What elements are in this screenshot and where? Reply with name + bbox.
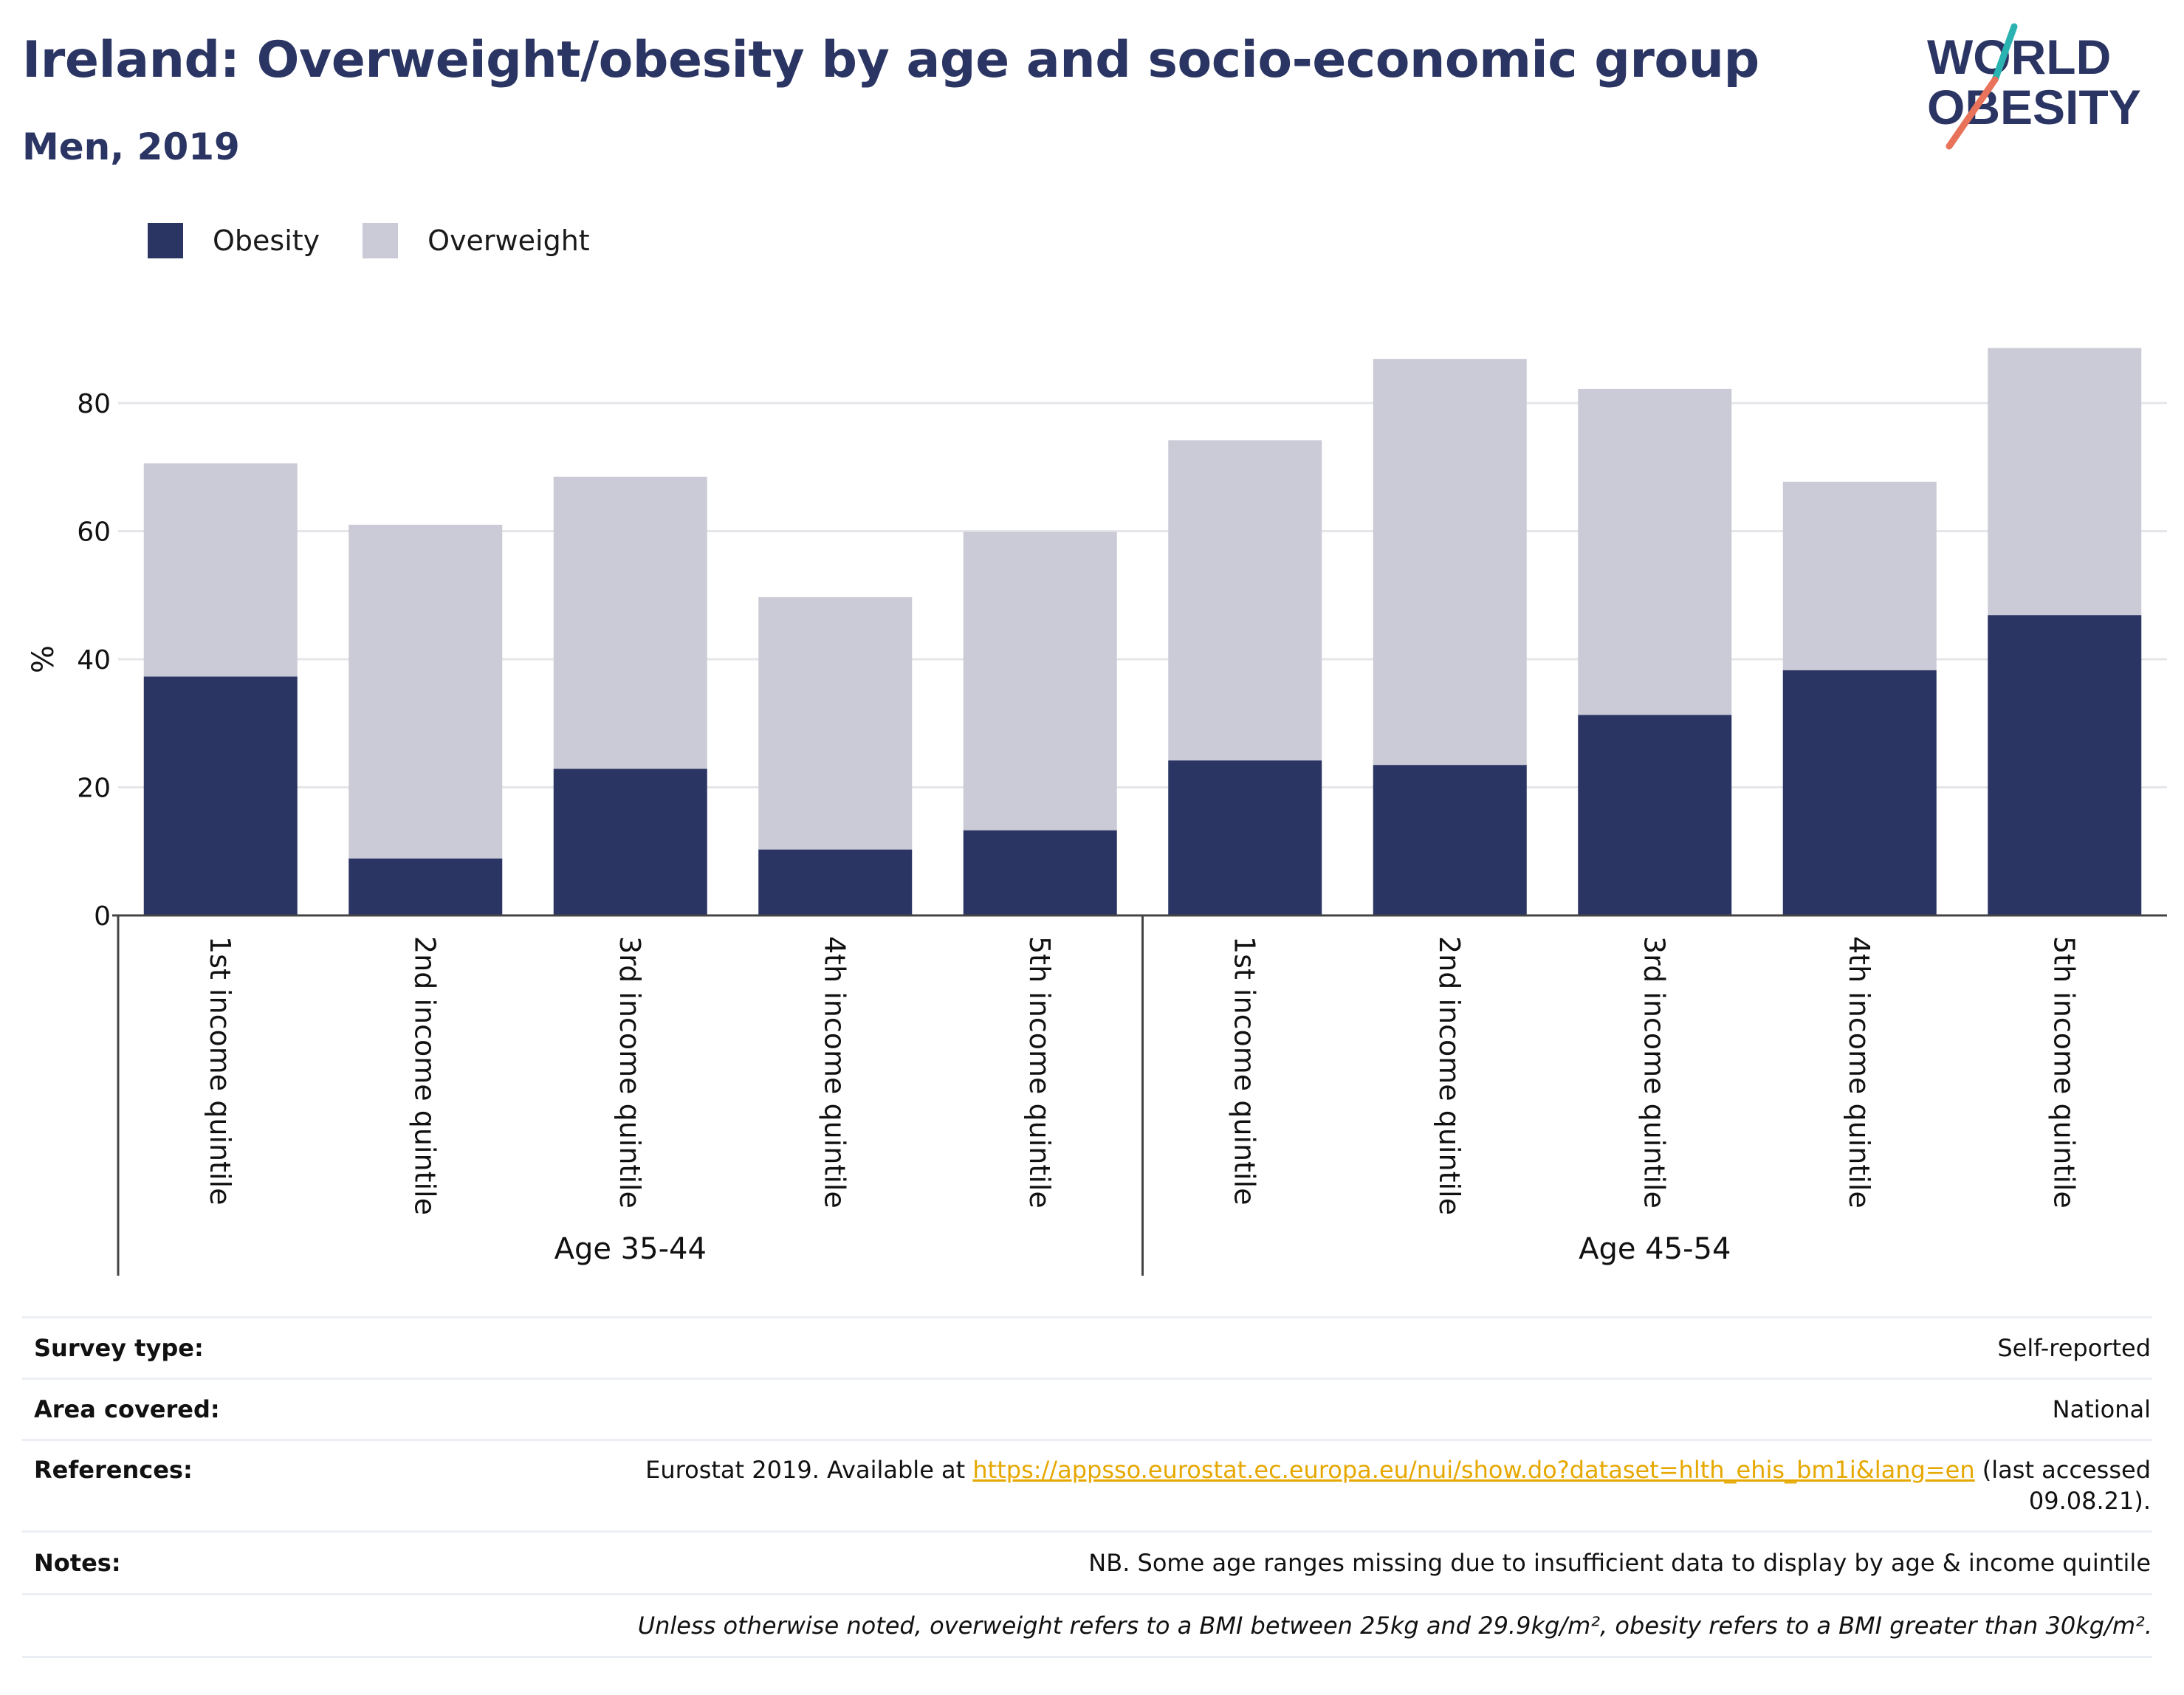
bar-obesity: [1373, 765, 1527, 915]
logo-line-world: WORLD: [1927, 30, 2111, 84]
legend-item-obesity[interactable]: Obesity: [148, 223, 320, 258]
bar-overweight: [1373, 359, 1527, 766]
bar-overweight: [143, 463, 298, 677]
notes-value: NB. Some age ranges missing due to insuf…: [1088, 1549, 2151, 1577]
chart-legend: Obesity Overweight: [148, 219, 633, 263]
area-covered-value: National: [2052, 1395, 2151, 1423]
bar-overweight: [1578, 388, 1732, 715]
info-row-survey-type: Survey type: Self-reported: [22, 1316, 2152, 1378]
group-label: Age 45-54: [1579, 1232, 1731, 1266]
group-label: Age 35-44: [554, 1232, 707, 1266]
x-tick-label: 1st income quintile: [1228, 936, 1260, 1205]
legend-label-obesity: Obesity: [213, 224, 320, 257]
legend-label-overweight: Overweight: [427, 224, 590, 257]
chart-subtitle: Men, 2019: [22, 126, 240, 168]
references-value: Eurostat 2019. Available at https://apps…: [645, 1454, 2152, 1516]
references-label: References:: [34, 1456, 193, 1484]
references-link[interactable]: https://appsso.eurostat.ec.europa.eu/nui…: [972, 1456, 1975, 1484]
stacked-bar-chart: 0 20 40 60 80% 1st income quintile 2nd income …: [27, 348, 2167, 1276]
bmi-footnote: Unless otherwise noted, overweight refer…: [22, 1593, 2152, 1658]
x-tick-label: 1st income quintile: [204, 936, 236, 1205]
x-tick-label: 4th income quintile: [818, 936, 851, 1208]
x-tick-label: 4th income quintile: [1843, 936, 1875, 1208]
info-row-notes: Notes: NB. Some age ranges missing due t…: [22, 1530, 2152, 1593]
bar-overweight: [553, 476, 707, 769]
world-obesity-logo: WORLD OBESITY: [1927, 23, 2141, 150]
y-tick-label: 60: [77, 518, 111, 548]
bar-obesity: [553, 769, 707, 915]
bar-obesity: [963, 830, 1117, 915]
legend-swatch-obesity: [148, 223, 183, 258]
survey-info-table: Survey type: Self-reported Area covered:…: [22, 1316, 2152, 1658]
bar-overweight: [758, 596, 913, 850]
y-tick-label: 0: [94, 901, 111, 932]
logo-slash-coral: [1946, 76, 1999, 150]
x-tick-label: 3rd income quintile: [1638, 936, 1670, 1208]
bar-obesity: [1578, 715, 1732, 915]
bar-overweight: [1168, 440, 1322, 761]
area-covered-label: Area covered:: [34, 1395, 220, 1423]
y-tick-label: 40: [77, 645, 111, 675]
bar-overweight: [1782, 481, 1937, 670]
bar-obesity: [1782, 670, 1937, 915]
bar-obesity: [348, 858, 503, 915]
survey-type-value: Self-reported: [1997, 1334, 2151, 1362]
survey-type-label: Survey type:: [34, 1334, 204, 1362]
bar-obesity: [758, 849, 913, 915]
info-row-area: Area covered: National: [22, 1378, 2152, 1439]
info-row-references: References: Eurostat 2019. Available at …: [22, 1439, 2152, 1530]
chart-title: Ireland: Overweight/obesity by age and s…: [22, 31, 1759, 89]
notes-label: Notes:: [34, 1549, 121, 1577]
references-suffix: (last accessed 09.08.21).: [1974, 1456, 2151, 1515]
y-tick-label: 20: [77, 774, 111, 804]
y-tick-label: 80: [77, 389, 111, 419]
legend-item-overweight[interactable]: Overweight: [363, 223, 590, 258]
bar-overweight: [963, 532, 1117, 831]
bar-overweight: [1988, 348, 2142, 616]
x-tick-label: 2nd income quintile: [408, 936, 441, 1215]
bar-obesity: [1168, 760, 1322, 915]
legend-swatch-overweight: [363, 223, 399, 258]
logo-slash-teal: [1991, 23, 2018, 83]
y-axis-label: %: [27, 645, 61, 673]
bar-obesity: [143, 676, 298, 915]
bar-overweight: [348, 524, 503, 859]
bar-obesity: [1988, 615, 2142, 915]
x-tick-label: 5th income quintile: [1023, 936, 1056, 1208]
x-tick-label: 2nd income quintile: [1433, 936, 1466, 1215]
references-prefix: Eurostat 2019. Available at: [645, 1456, 973, 1484]
x-tick-label: 3rd income quintile: [614, 936, 646, 1208]
x-tick-label: 5th income quintile: [2047, 936, 2080, 1208]
